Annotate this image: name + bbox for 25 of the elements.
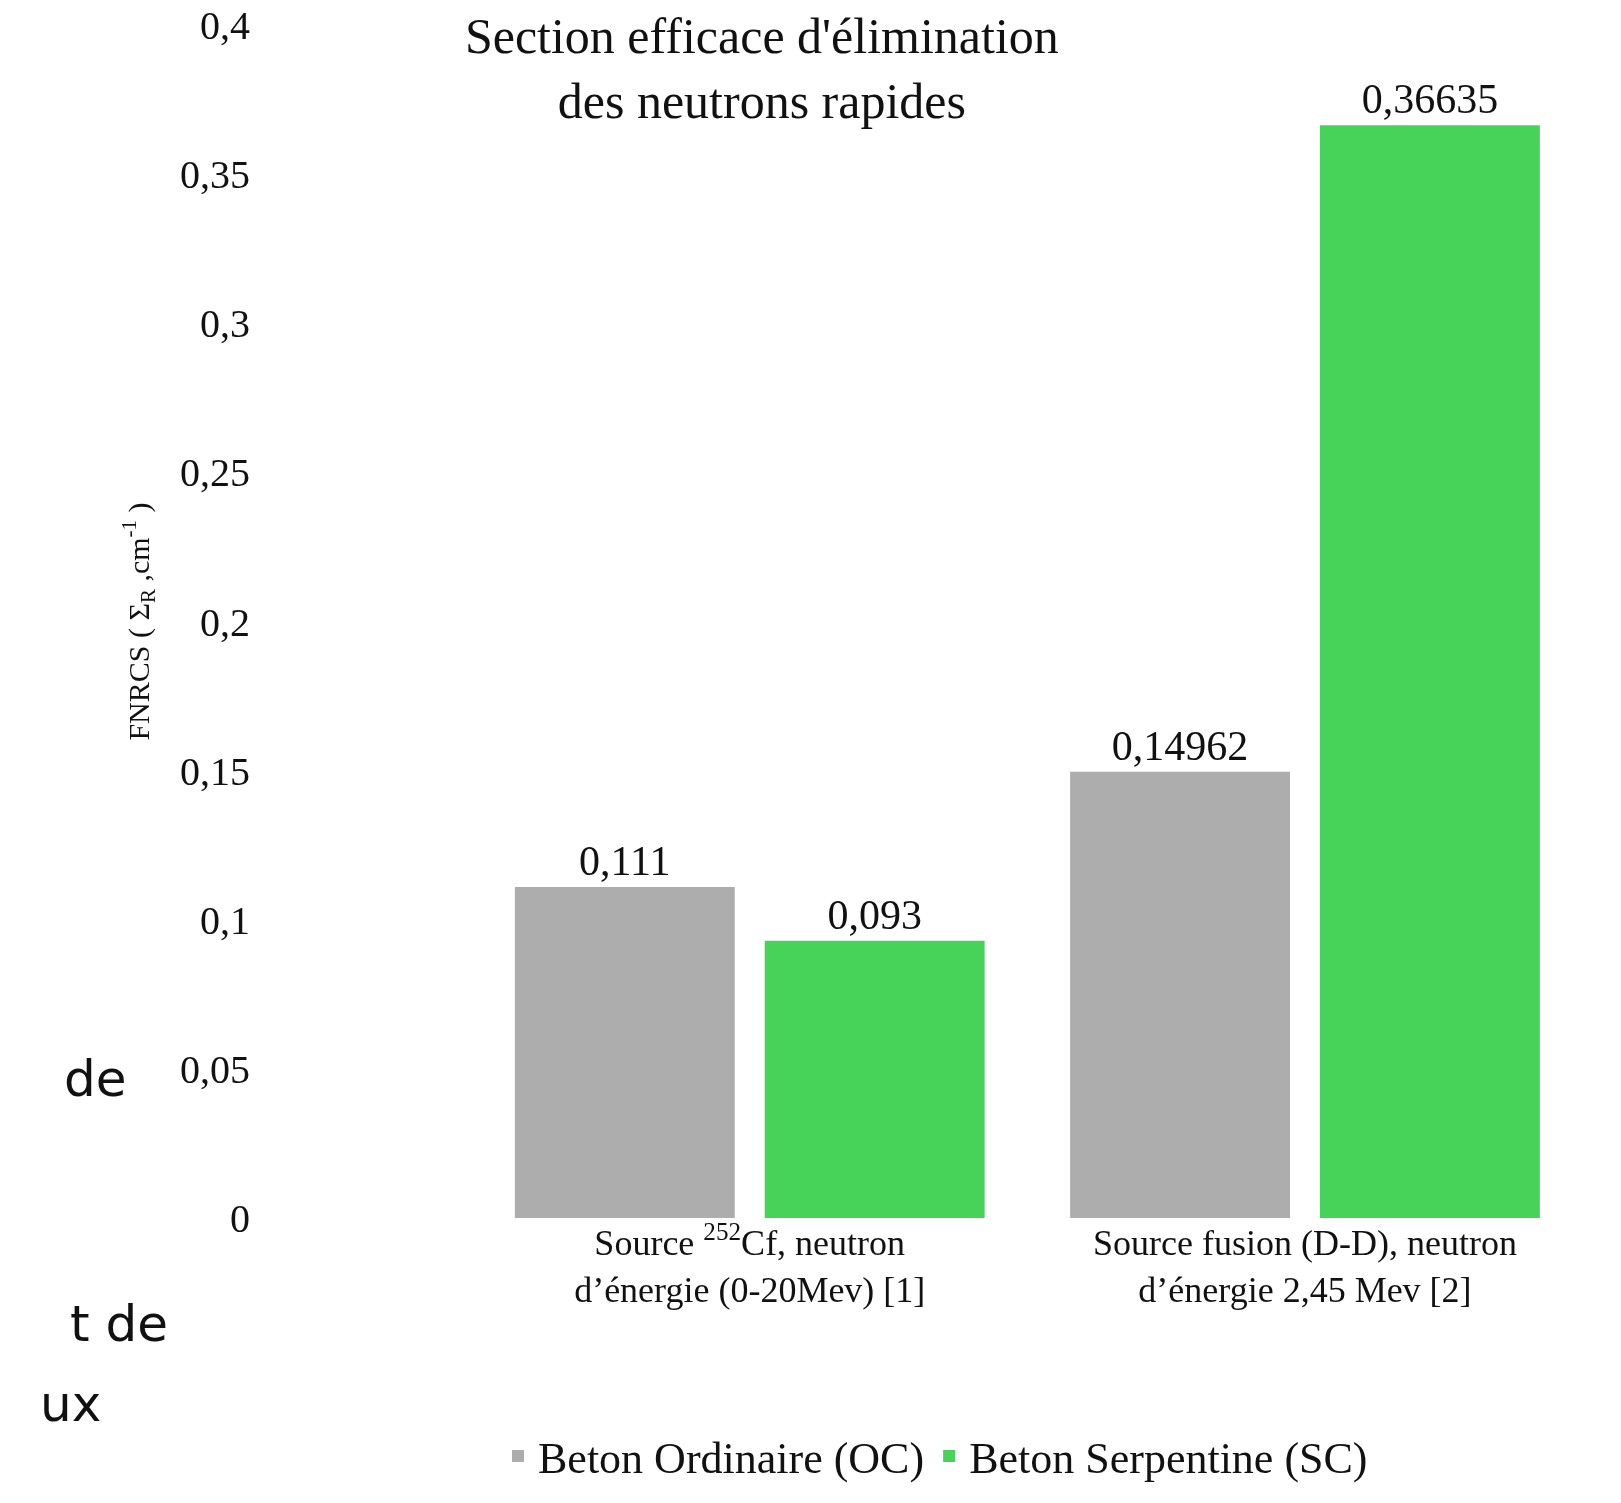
y-tick-label: 0,3: [200, 301, 250, 347]
text: ux: [40, 1375, 102, 1433]
x-tick-label: Source $^{252}$Cf, neutron d’énergie (0-20Mev) [1]: [574, 1217, 926, 1310]
y-tick-label: 0,35: [180, 152, 250, 198]
y-tick-label: 0,1: [200, 897, 250, 943]
data-label: 0,093: [827, 891, 922, 938]
bar: [514, 886, 735, 1218]
data-label: 0,14962: [1111, 722, 1249, 769]
text: t de: [70, 1295, 168, 1353]
bar: [1070, 771, 1290, 1218]
y-tick-label: 0,4: [200, 3, 250, 48]
chart-title: Section efficace d'élimination des neutrons rapides: [464, 7, 1059, 129]
y-tick-label: 0,25: [180, 450, 250, 496]
data-label: 0,36635: [1361, 76, 1499, 123]
y-tick-label: 0,05: [180, 1046, 250, 1092]
text: de: [64, 1050, 127, 1108]
y-tick-label: 0,2: [200, 599, 250, 645]
bar: [764, 940, 985, 1218]
y-tick-label: 0,15: [180, 748, 250, 794]
bar: [1319, 125, 1540, 1218]
y-tick-label: 0: [230, 1196, 250, 1241]
legend-label: Beton Ordinaire (OC): [538, 1434, 925, 1484]
x-tick-label: Source fusion (D-D), neutron d’énergie 2,45 Mev [2]: [1093, 1223, 1517, 1310]
data-label: 0,111: [579, 837, 671, 884]
legend-label: Beton Serpentine (SC): [969, 1434, 1368, 1484]
